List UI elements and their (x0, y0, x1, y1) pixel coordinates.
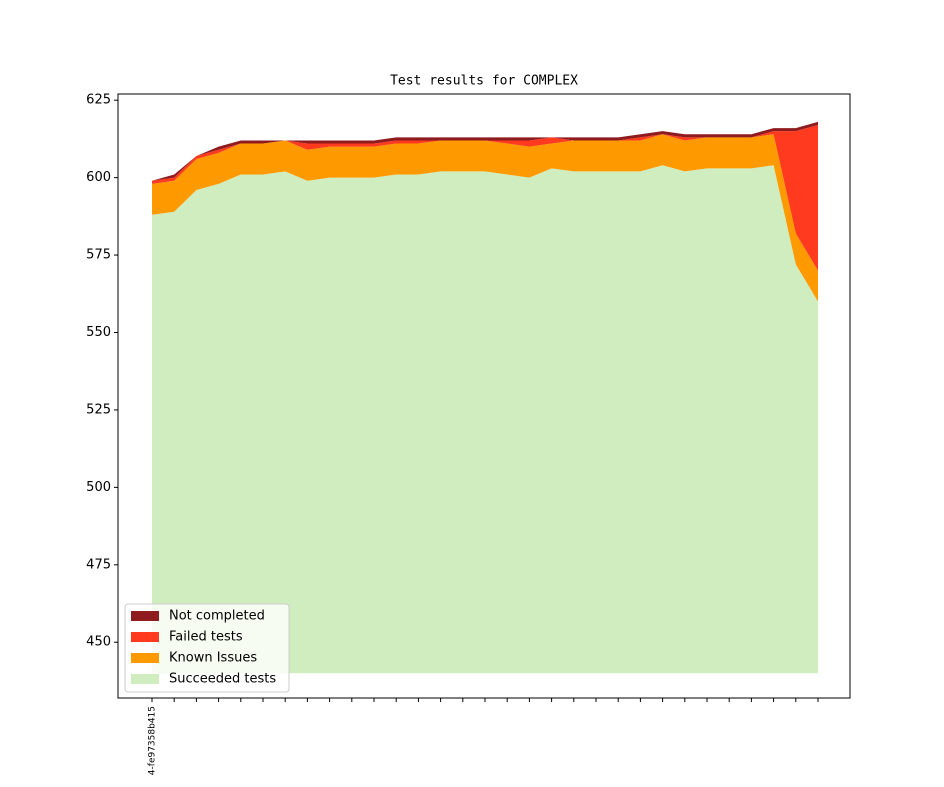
legend-label: Known Issues (169, 651, 257, 666)
legend-swatch (131, 653, 159, 663)
chart-title: Test results for COMPLEX (390, 74, 578, 89)
legend-box (124, 603, 290, 693)
area (152, 134, 818, 302)
y-tick-label: 575 (86, 248, 111, 263)
y-tick-label: 525 (86, 402, 111, 417)
legend-label: Failed tests (169, 630, 243, 645)
y-tick-label: 600 (86, 170, 111, 185)
legend-swatch (131, 632, 159, 642)
y-tick-label: 500 (86, 480, 111, 495)
y-tick-label: 475 (86, 557, 111, 572)
legend-swatch (131, 674, 159, 684)
area (152, 165, 818, 674)
legend-label: Succeeded tests (169, 672, 276, 687)
legend-swatch (131, 611, 159, 621)
y-tick-label: 625 (86, 93, 111, 108)
x-tick-label: 4-fe97358b415 (148, 706, 158, 775)
y-tick-label: 450 (86, 635, 111, 650)
plot-frame (117, 93, 851, 699)
y-tick-label: 550 (86, 325, 111, 340)
legend-label: Not completed (169, 609, 265, 624)
